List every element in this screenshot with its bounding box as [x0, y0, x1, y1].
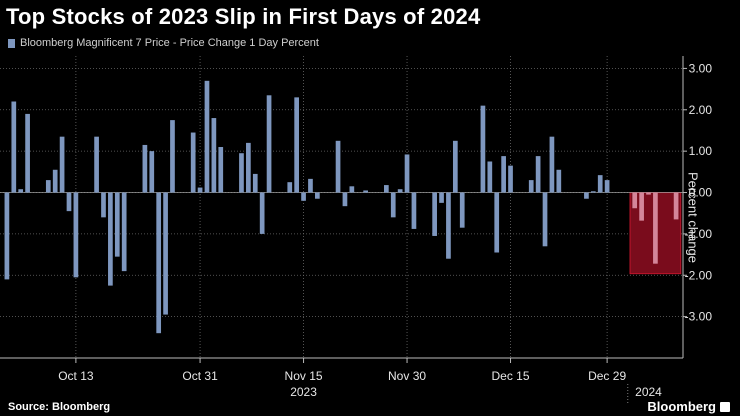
bar — [404, 154, 410, 193]
bar — [239, 153, 244, 193]
bar — [397, 189, 403, 193]
bar — [45, 180, 51, 193]
bar — [25, 113, 30, 193]
bar — [487, 161, 493, 193]
x-year-label: 2023 — [290, 385, 317, 399]
bar — [266, 95, 272, 193]
bar — [218, 147, 224, 193]
bar — [149, 151, 155, 193]
bar — [142, 144, 148, 193]
bloomberg-mark-icon — [720, 402, 730, 412]
y-tick-label: 0.00 — [689, 186, 713, 200]
bar — [163, 192, 168, 315]
bar — [73, 192, 79, 278]
bar — [459, 192, 465, 228]
bar — [66, 192, 72, 212]
bar — [432, 192, 437, 236]
bar — [584, 192, 589, 199]
bar — [4, 192, 10, 280]
legend: Bloomberg Magnificent 7 Price - Price Ch… — [8, 37, 319, 49]
bar — [287, 182, 293, 193]
bar — [597, 175, 603, 193]
bar — [508, 165, 513, 193]
bar — [542, 192, 548, 247]
bar-highlighted — [653, 192, 658, 264]
bar — [301, 192, 306, 201]
y-tick-label: 1.00 — [689, 144, 713, 158]
bar — [170, 120, 175, 193]
bar — [452, 140, 458, 193]
bar — [108, 192, 113, 286]
y-tick-label: -2.00 — [685, 268, 713, 282]
x-tick-label: Dec 29 — [588, 369, 626, 383]
y-tick-label: 3.00 — [689, 61, 713, 75]
bar — [604, 180, 610, 193]
bar — [252, 173, 258, 193]
bar — [197, 187, 203, 193]
y-tick-label: 2.00 — [689, 103, 713, 117]
bar — [11, 101, 17, 193]
bar-highlighted — [646, 192, 651, 195]
bar — [501, 156, 506, 193]
bar — [259, 192, 265, 234]
bar — [308, 178, 313, 193]
bar — [480, 105, 486, 193]
bar-highlighted — [639, 192, 644, 221]
legend-swatch — [8, 38, 15, 48]
bar — [121, 192, 127, 272]
source-note: Source: Bloomberg — [8, 401, 111, 413]
bar — [190, 132, 196, 193]
x-tick-label: Nov 30 — [388, 369, 426, 383]
bar — [363, 190, 368, 193]
bar — [335, 140, 341, 193]
bar — [446, 192, 451, 259]
chart-title: Top Stocks of 2023 Slip in First Days of… — [6, 4, 481, 29]
bar — [315, 192, 320, 199]
bar — [556, 169, 562, 193]
bar — [18, 189, 24, 193]
bar — [535, 156, 541, 193]
legend-label: Bloomberg Magnificent 7 Price - Price Ch… — [20, 37, 319, 49]
bar — [94, 136, 99, 193]
bar — [342, 192, 348, 207]
bar — [390, 192, 396, 218]
x-tick-label: Oct 13 — [58, 369, 94, 383]
y-axis-label: Percent change — [685, 171, 701, 264]
bar — [211, 118, 217, 193]
bar — [114, 192, 120, 257]
bar — [52, 169, 58, 193]
bar — [101, 192, 106, 218]
x-tick-label: Dec 15 — [492, 369, 530, 383]
bar — [590, 191, 596, 193]
bar — [156, 192, 162, 334]
bar — [246, 142, 251, 193]
bar — [294, 97, 300, 193]
bar — [59, 136, 65, 193]
y-tick-label: -3.00 — [685, 310, 713, 324]
y-tick-label: -1.00 — [685, 227, 713, 241]
bar — [411, 192, 417, 229]
bar — [383, 185, 389, 193]
bar — [349, 186, 355, 193]
x-tick-label: Nov 15 — [285, 369, 323, 383]
x-year-label: 2024 — [635, 385, 662, 399]
x-tick-label: Oct 31 — [182, 369, 218, 383]
bar — [439, 192, 444, 203]
bloomberg-logo: Bloomberg — [647, 399, 716, 414]
bar-highlighted — [632, 192, 638, 209]
bar — [528, 180, 534, 193]
bar — [204, 80, 210, 193]
bar — [549, 136, 555, 193]
bar-highlighted — [673, 192, 679, 220]
bar — [494, 192, 500, 253]
